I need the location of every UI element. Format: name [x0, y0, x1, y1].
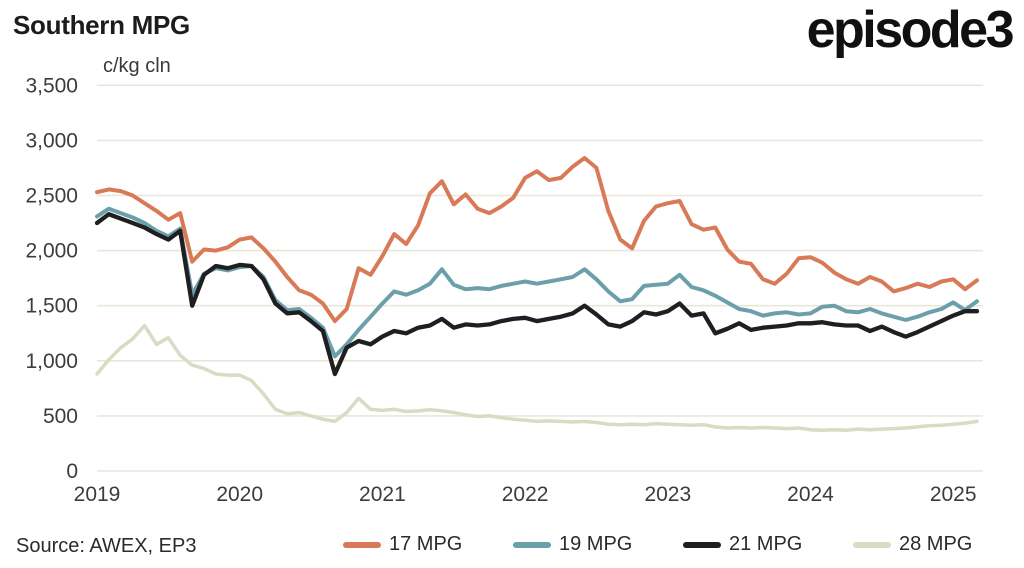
legend-item-21-mpg: 21 MPG — [683, 533, 802, 556]
axis-unit-label: c/kg cln — [103, 55, 171, 77]
y-tick-label: 3,500 — [25, 74, 78, 97]
legend-label: 17 MPG — [389, 533, 463, 555]
legend-item-19-mpg: 19 MPG — [513, 533, 632, 556]
x-tick-label: 2020 — [216, 483, 263, 506]
legend-item-28-mpg: 28 MPG — [853, 533, 972, 556]
y-tick-label: 1,500 — [25, 295, 78, 318]
x-tick-label: 2024 — [787, 483, 834, 506]
legend-item-17-mpg: 17 MPG — [343, 533, 462, 556]
y-tick-label: 1,000 — [25, 350, 78, 373]
series-line-21-mpg — [94, 212, 980, 377]
y-tick-label: 2,000 — [25, 240, 78, 263]
x-tick-label: 2021 — [359, 483, 406, 506]
legend-label: 21 MPG — [729, 533, 803, 555]
y-tick-label: 2,500 — [25, 185, 78, 208]
chart-title: Southern MPG — [13, 10, 190, 40]
legend-label: 19 MPG — [559, 533, 633, 555]
y-tick-label: 3,000 — [25, 129, 78, 152]
series-line-28-mpg — [95, 323, 979, 432]
legend-swatch — [343, 541, 381, 548]
x-tick-label: 2025 — [930, 483, 977, 506]
x-tick-label: 2022 — [502, 483, 549, 506]
series-line-17-mpg — [95, 156, 979, 324]
y-tick-label: 500 — [43, 405, 78, 428]
legend-swatch — [683, 541, 721, 548]
x-tick-label: 2019 — [74, 483, 121, 506]
legend-label: 28 MPG — [899, 533, 973, 555]
source-note: Source: AWEX, EP3 — [16, 535, 197, 557]
legend-swatch — [513, 541, 551, 548]
legend-swatch — [853, 541, 891, 548]
y-tick-label: 0 — [66, 460, 78, 483]
episode3-logo: episode3 — [806, 1, 1015, 59]
chart-footer: Source: AWEX, EP3 17 MPG 19 MPG 21 MPG 28 M… — [0, 529, 1024, 563]
series-line-19-mpg — [95, 206, 979, 359]
x-tick-label: 2023 — [644, 483, 691, 506]
